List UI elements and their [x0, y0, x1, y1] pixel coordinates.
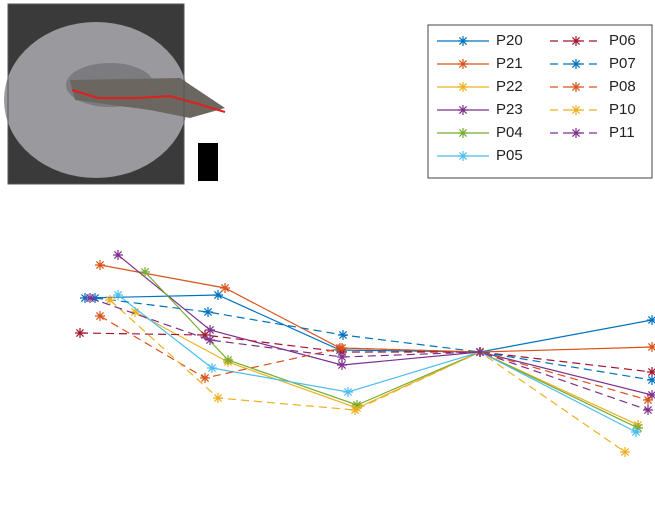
- point-marker: [213, 393, 223, 403]
- point-marker: [203, 307, 213, 317]
- series-line: [84, 294, 653, 353]
- point-marker: [337, 343, 347, 353]
- point-marker: [200, 330, 210, 340]
- point-marker: [647, 367, 655, 377]
- point-marker: [631, 427, 641, 437]
- point-marker: [95, 311, 105, 321]
- legend-marker: [571, 59, 581, 69]
- point-marker: [130, 307, 140, 317]
- legend-marker: [571, 128, 581, 138]
- point-marker: [85, 293, 95, 303]
- series-line: [94, 297, 653, 381]
- point-marker: [337, 360, 347, 370]
- legend-label: P11: [609, 124, 635, 141]
- point-marker: [213, 290, 223, 300]
- point-marker: [620, 447, 630, 457]
- legend-marker: [571, 36, 581, 46]
- legend-marker: [458, 151, 468, 161]
- series-line: [79, 332, 653, 373]
- point-marker: [643, 395, 653, 405]
- point-marker: [647, 375, 655, 385]
- point-marker: [350, 405, 360, 415]
- point-marker: [337, 352, 347, 362]
- point-marker: [647, 315, 655, 325]
- legend-label: P04: [496, 124, 523, 141]
- plot-area: [75, 250, 655, 457]
- series-line: [117, 294, 637, 433]
- legend-marker: [571, 82, 581, 92]
- point-marker: [205, 325, 215, 335]
- point-marker: [75, 328, 85, 338]
- point-marker: [105, 295, 115, 305]
- legend-marker: [571, 105, 581, 115]
- point-marker: [220, 283, 230, 293]
- point-marker: [207, 363, 217, 373]
- legend-label: P07: [609, 55, 636, 72]
- point-marker: [352, 400, 362, 410]
- legend-marker: [458, 128, 468, 138]
- point-marker: [647, 390, 655, 400]
- legend-label: P20: [496, 32, 523, 49]
- legend-label: P23: [496, 101, 523, 118]
- point-marker: [633, 423, 643, 433]
- series-line: [99, 315, 649, 401]
- point-marker: [113, 290, 123, 300]
- legend-marker: [458, 82, 468, 92]
- point-marker: [223, 355, 233, 365]
- legend-label: P22: [496, 78, 523, 95]
- legend-marker: [458, 36, 468, 46]
- legend-label: P21: [496, 55, 523, 72]
- legend-label: P06: [609, 32, 636, 49]
- point-marker: [343, 387, 353, 397]
- legend-label: P10: [609, 101, 636, 118]
- series-line: [117, 254, 653, 396]
- point-marker: [643, 405, 653, 415]
- series-line: [109, 299, 626, 453]
- point-marker: [647, 342, 655, 352]
- legend-label: P08: [609, 78, 636, 95]
- legend-label: P05: [496, 147, 523, 164]
- legend-marker: [458, 105, 468, 115]
- legend-marker: [458, 59, 468, 69]
- point-marker: [140, 267, 150, 277]
- point-marker: [113, 250, 123, 260]
- point-marker: [205, 335, 215, 345]
- legend: P20 P21 P22 P23 P04 P05 P06 P07 P08 P10 P11: [427, 24, 653, 179]
- point-marker: [95, 260, 105, 270]
- photo: [4, 3, 226, 185]
- point-marker: [338, 330, 348, 340]
- point-marker: [475, 347, 485, 357]
- point-marker: [200, 373, 210, 383]
